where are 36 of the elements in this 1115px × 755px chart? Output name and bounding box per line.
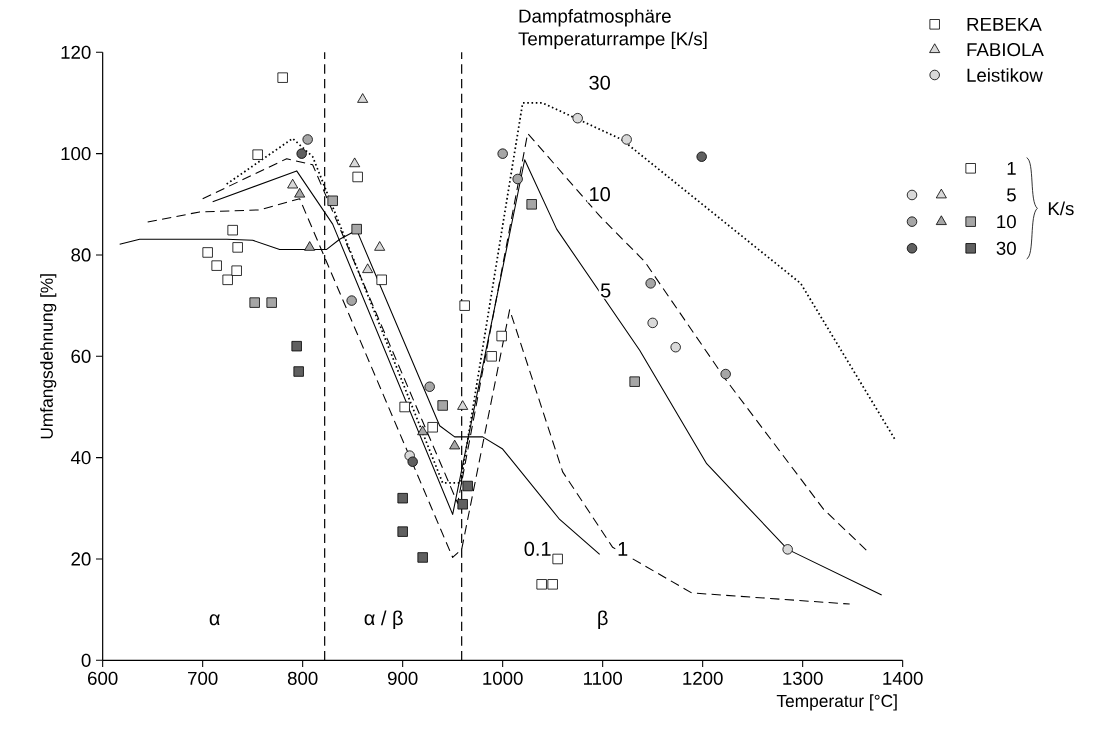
x-tick-label: 900 (387, 671, 418, 685)
x-tick-label: 1400 (883, 671, 923, 685)
x-tick-label: 800 (287, 671, 318, 685)
y-tick-label: 100 (61, 147, 91, 161)
x-tick-label: 1200 (683, 671, 723, 685)
y-tick-label: 20 (71, 552, 91, 566)
text: 1 (1007, 161, 1016, 175)
y-axis-title: Umfangsdehnung [%] (40, 274, 57, 439)
legend-label: REBEKA (967, 17, 1042, 31)
x-axis-title: Temperatur [°C] (776, 694, 897, 711)
text: K/s (1048, 201, 1074, 216)
y-tick-label: 80 (71, 248, 91, 262)
text: Dampfatmosphäre (519, 9, 671, 27)
annotation: α (209, 614, 220, 626)
text: 30 (996, 241, 1016, 255)
legend-label: Leistikow (967, 68, 1043, 82)
x-tick-label: 1300 (783, 671, 823, 685)
annotation: 5 (600, 283, 611, 298)
text: 5 (1007, 188, 1016, 202)
annotation: 1 (618, 541, 628, 556)
annotation: β (598, 610, 608, 630)
annotation: 0.1 (524, 541, 551, 556)
y-tick-label: 40 (70, 451, 91, 465)
y-tick-label: 60 (71, 349, 91, 363)
annotation: 10 (590, 187, 610, 202)
x-tick-label: 700 (188, 671, 218, 685)
annotation: 30 (589, 75, 610, 90)
annotation: α / β (364, 610, 403, 630)
y-tick-label: 120 (61, 45, 91, 59)
y-tick-label: 0 (81, 653, 91, 667)
legend-label: FABIOLA (967, 43, 1044, 57)
text: Temperaturrampe [K/s] (518, 31, 707, 50)
x-tick-label: 600 (88, 671, 118, 685)
x-tick-label: 1100 (584, 671, 623, 685)
text: 10 (997, 215, 1016, 229)
x-tick-label: 1000 (483, 671, 523, 685)
